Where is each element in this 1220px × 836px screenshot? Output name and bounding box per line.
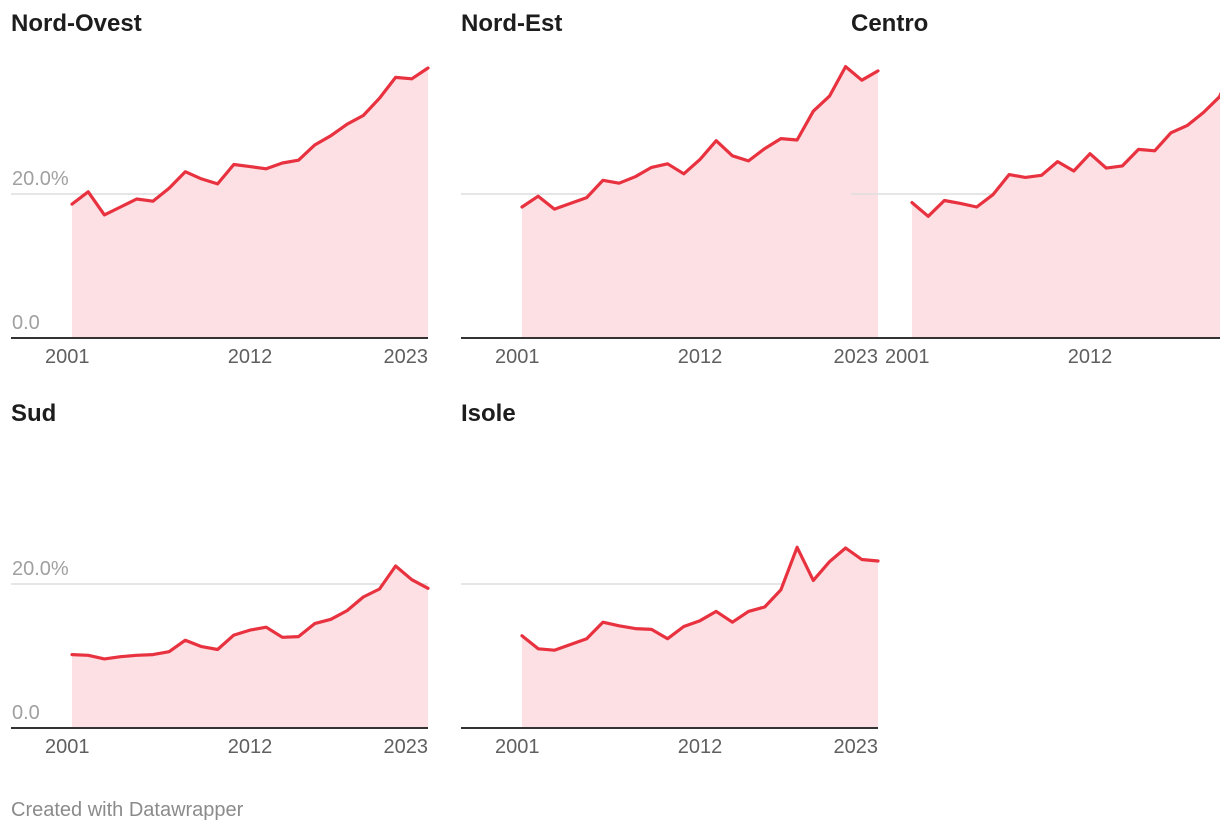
x-tick-label: 2001 [495,346,540,368]
x-tick-label: 2001 [495,736,540,758]
panel-centro: 200120122023Centro [851,10,1220,400]
x-tick-label: 2001 [885,346,930,368]
x-tick-label: 2012 [228,736,273,758]
y-tick-label: 20.0% [12,558,69,580]
x-tick-label: 2023 [834,736,879,758]
x-tick-label: 2012 [678,346,723,368]
y-tick-label: 0.0 [12,312,40,334]
panel-title: Isole [461,400,516,427]
area-fill [522,66,878,338]
panel-sud: 0.0 20.0% 2001 2012 2023 Sud [11,400,430,790]
x-tick-label: 2023 [384,346,429,368]
area-fill [522,547,878,728]
series-line [70,66,430,217]
area-fill [72,566,428,728]
panel-chart: 2001 2012 2023 [461,65,880,368]
panel-isole: 2001 2012 2023 Isole [461,400,880,790]
panel-chart: 0.0 20.0% 2001 2012 2023 [11,66,430,368]
area-fill [912,95,1220,338]
panel-chart: 2001 2012 2023 [461,545,880,758]
y-tick-label: 0.0 [12,702,40,724]
x-tick-label: 2023 [834,346,879,368]
series-line [70,564,430,661]
panel-nord-ovest: 0.0 20.0% 2001 2012 2023 Nord-Ovest [11,10,430,400]
panel-title: Sud [11,400,57,427]
panel-title: Nord-Est [461,10,563,37]
panel-chart: 0.0 20.0% 2001 2012 2023 [11,558,430,758]
series-line [520,65,880,211]
x-tick-label: 2023 [384,736,429,758]
x-tick-label: 2001 [45,346,90,368]
panel-title: Centro [851,10,929,37]
x-tick-label: 2001 [45,736,90,758]
credit-footer: Created with Datawrapper [11,799,244,821]
x-tick-label: 2012 [678,736,723,758]
x-tick-label: 2012 [228,346,273,368]
y-tick-label: 20.0% [12,168,69,190]
area-fill [72,68,428,338]
series-line [910,91,1220,218]
series-line [520,545,880,652]
x-tick-label: 2012 [1068,346,1113,368]
panel-nord-est: 2001 2012 2023 Nord-Est [461,10,880,400]
panel-title: Nord-Ovest [11,10,142,37]
